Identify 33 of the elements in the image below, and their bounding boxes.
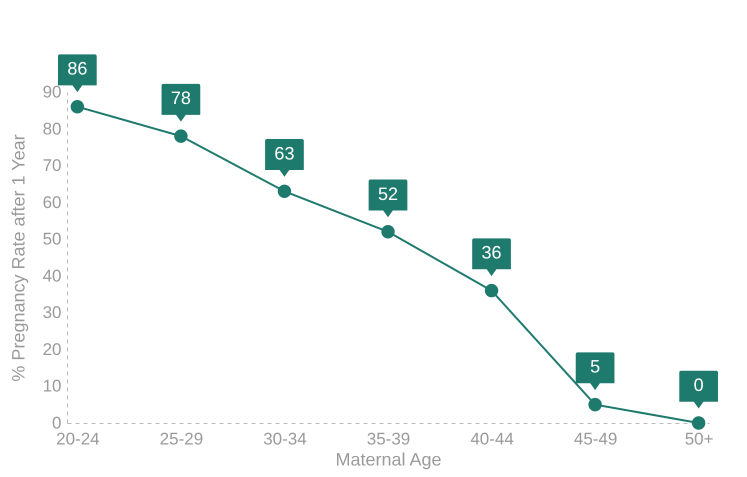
data-label: 86 xyxy=(67,58,88,79)
y-tick-label: 30 xyxy=(42,303,62,322)
x-tick-label: 35-39 xyxy=(366,430,410,448)
data-label: 52 xyxy=(378,184,398,204)
x-tick-label: 30-34 xyxy=(263,430,307,448)
y-tick-label: 40 xyxy=(42,266,62,286)
point xyxy=(381,225,395,238)
y-axis-title: % Pregnancy Rate after 1 Year xyxy=(8,134,29,382)
x-tick-label: 20-24 xyxy=(56,430,100,448)
x-tick-label: 25-29 xyxy=(160,430,204,448)
data-label: 5 xyxy=(590,356,600,377)
y-tick-label: 20 xyxy=(42,340,62,359)
y-tick-label: 50 xyxy=(42,230,62,249)
point xyxy=(70,100,84,114)
point xyxy=(692,416,706,430)
y-tick-label: 90 xyxy=(42,82,62,102)
point xyxy=(174,129,188,143)
x-tick-label: 45-49 xyxy=(574,430,618,448)
data-label: 63 xyxy=(274,143,294,164)
data-label: 78 xyxy=(170,88,191,108)
y-tick-label: 60 xyxy=(42,192,62,212)
y-tick-label: 70 xyxy=(42,156,62,176)
y-tick-label: 10 xyxy=(42,376,62,396)
point xyxy=(278,184,292,198)
data-label: 0 xyxy=(694,375,704,395)
y-tick-label: 0 xyxy=(52,414,62,432)
y-tick-label: 80 xyxy=(42,119,62,138)
x-tick-label: 40-44 xyxy=(470,430,514,448)
point xyxy=(588,398,602,412)
x-axis-title: Maternal Age xyxy=(335,450,442,470)
data-label: 36 xyxy=(482,242,502,263)
point xyxy=(484,284,498,298)
x-tick-label: 50+ xyxy=(684,430,714,448)
